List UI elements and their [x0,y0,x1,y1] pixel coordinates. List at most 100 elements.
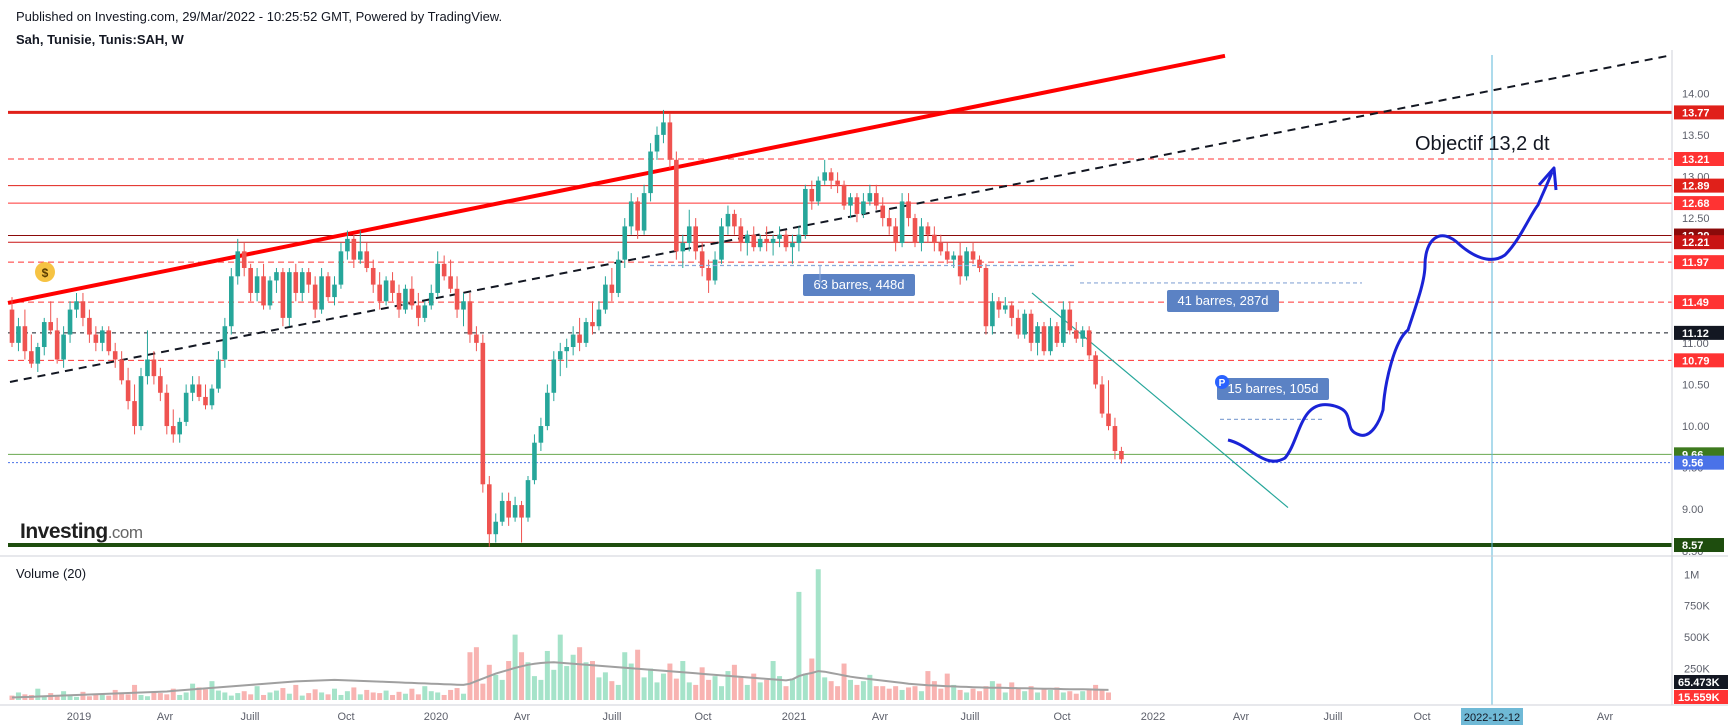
candle-body [538,426,544,443]
time-tick-label-7: Oct [694,711,711,723]
candle-body [364,251,370,268]
volume-bar [538,679,544,700]
volume-bar [364,689,370,700]
volume-bar [531,676,537,700]
volume-bar [157,693,163,700]
candle-body [48,322,53,331]
candle-body [616,259,621,293]
time-tick-label-16: Avr [1597,711,1614,723]
candle-body [809,188,815,202]
price-tag-bg-1 [1674,152,1724,166]
candle-body [267,280,273,306]
volume-bar [86,696,92,700]
volume-bar [1022,691,1028,700]
volume-bar [822,677,828,700]
candle-body [1028,313,1034,343]
volume-bar [441,694,447,700]
dividend-marker [35,262,55,282]
volume-tag-bg-0 [1674,675,1728,689]
volume-bar [299,695,305,700]
volume-bar [667,663,673,700]
price-tag-label-0: 13.77 [1682,107,1710,119]
candle-body [474,334,479,343]
candle-body [512,505,518,518]
volume-bar [1054,687,1060,700]
price-tag-bg-8 [1674,325,1724,340]
candle-body [641,193,647,231]
volume-bar [80,691,86,700]
volume-bar [622,652,628,700]
candle-body [693,226,698,252]
volume-bar [912,686,918,700]
volume-bar [731,664,737,700]
volume-bar [338,694,344,700]
candle-body [861,201,866,214]
volume-bar [867,674,873,700]
candle-body [1054,326,1060,343]
volume-bar [738,677,744,700]
time-tick-label-3: Oct [337,711,354,723]
volume-bar [828,681,834,700]
candle-body [906,201,911,219]
projection-arrowhead [1537,166,1558,191]
axes: 14.0013.5013.0012.5012.0011.5011.0010.50… [0,50,1728,725]
volume-bar [506,661,512,700]
candle-body [867,193,873,202]
candle-body [54,330,60,360]
price-tag-bg-12 [1674,538,1724,553]
volume-bar [686,682,692,700]
volume-bar [183,692,189,700]
volume-bar [796,591,802,700]
volume-bar [641,677,647,700]
candle-body [738,226,744,244]
candle-body [377,284,382,302]
volume-bar [357,694,363,700]
volume-bar [390,694,396,700]
volume-bar [654,682,660,700]
candle-body [841,184,847,206]
volume-bar [228,695,234,700]
candle-body [1119,451,1124,460]
volume-bar [1002,692,1008,700]
candle-body [796,234,802,244]
time-tick-label-0: 2019 [67,711,91,723]
volume-bar [344,691,350,700]
volume-bar [712,676,718,700]
symbol-title[interactable]: Sah, Tunisie, Tunis:SAH, W [16,32,184,47]
candle-body [719,226,724,260]
volume-bar [106,695,112,700]
candle-body [480,342,486,485]
candle-body [519,505,524,518]
logo-main: Investing [20,520,108,543]
published-caption: Published on Investing.com, 29/Mar/2022 … [16,9,503,24]
volume-bar [809,658,815,700]
candle-body [886,218,892,227]
volume-pane-label[interactable]: Volume (20) [16,566,87,581]
candle-body [16,326,21,343]
bars-range-label-0: 63 barres, 448d [813,277,904,292]
volume-bar [422,686,428,700]
candle-body [80,301,86,318]
volume-bar [325,694,331,700]
candle-body [1035,326,1040,343]
time-tick-label-11: Oct [1053,711,1070,723]
volume-bar [635,649,641,700]
volume-bar [596,677,602,700]
volume-bar [873,686,879,700]
volume-bar [1015,687,1021,700]
candle-body [325,276,331,298]
volume-bar [312,689,318,700]
volume-tick-label-2: 500K [1684,632,1710,644]
volume-bar [906,687,912,700]
candle-body [235,251,241,277]
time-tick-label-4: 2020 [424,711,448,723]
bars-range-box-2 [1217,378,1329,400]
candle-body [422,305,428,318]
volume-bar [648,668,654,700]
candle-body [29,351,34,364]
volume-bar [1080,691,1086,700]
volume-bar [1028,686,1034,700]
candle-body [1099,384,1105,414]
candle-body [699,251,705,268]
